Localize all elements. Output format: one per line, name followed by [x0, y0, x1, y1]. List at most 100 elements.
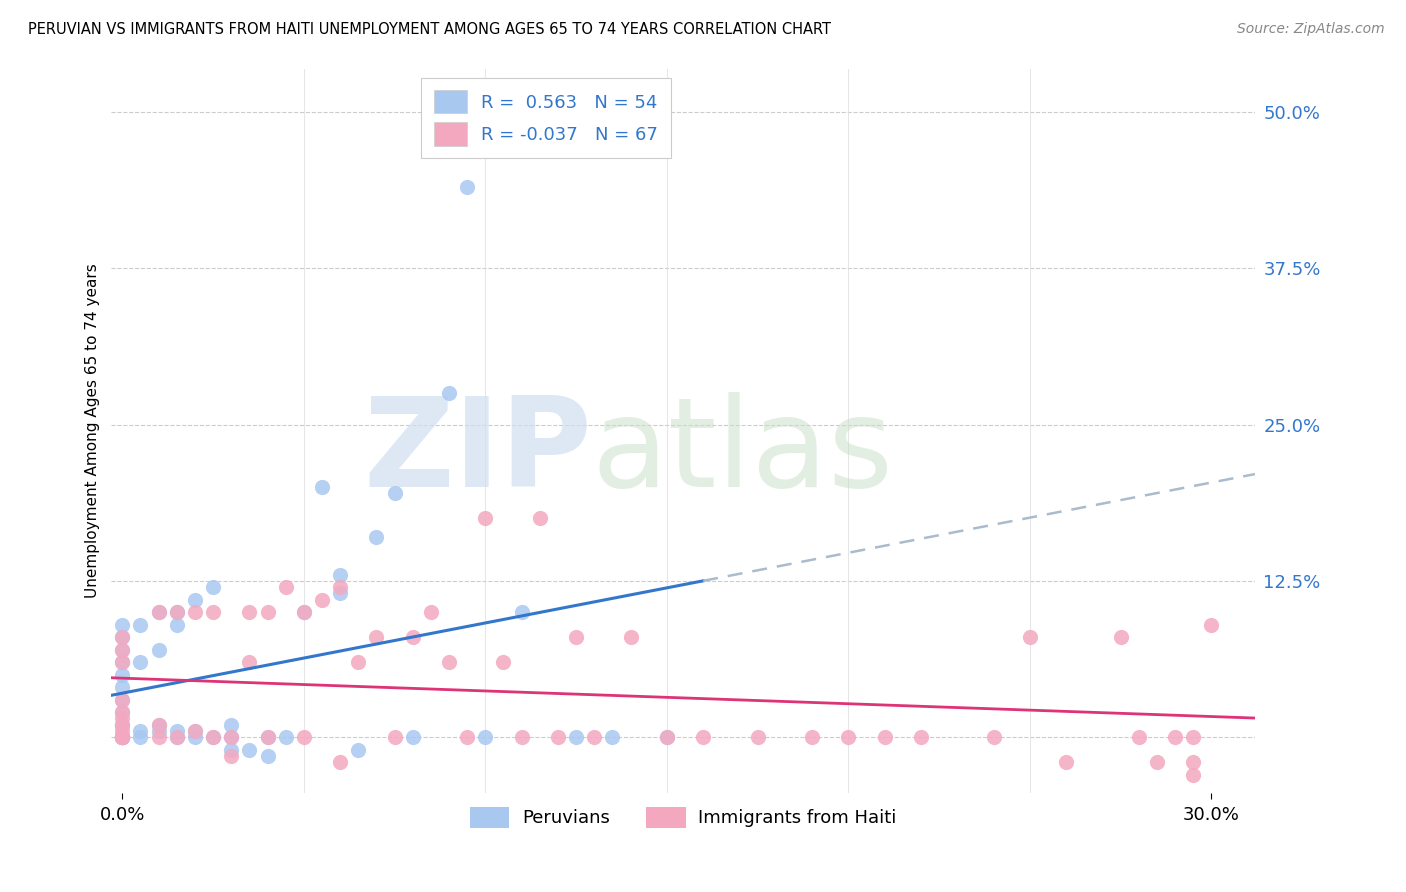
Point [437, 655, 460, 669]
Point [1109, 630, 1132, 644]
Point [184, 723, 207, 738]
Point [402, 730, 425, 744]
Point [583, 730, 606, 744]
Point [366, 630, 388, 644]
Point [111, 705, 134, 719]
Point [238, 655, 260, 669]
Point [983, 730, 1005, 744]
Point [238, 605, 260, 619]
Point [329, 580, 352, 594]
Point [402, 630, 425, 644]
Point [510, 730, 533, 744]
Point [111, 723, 134, 738]
Point [256, 730, 278, 744]
Point [292, 730, 315, 744]
Point [873, 730, 896, 744]
Point [184, 605, 207, 619]
Point [184, 592, 207, 607]
Point [238, 742, 260, 756]
Point [274, 730, 297, 744]
Point [111, 730, 134, 744]
Point [655, 730, 678, 744]
Point [148, 717, 170, 731]
Point [1182, 730, 1205, 744]
Point [274, 580, 297, 594]
Point [565, 730, 588, 744]
Point [184, 723, 207, 738]
Point [256, 748, 278, 763]
Point [419, 605, 441, 619]
Point [565, 630, 588, 644]
Point [148, 605, 170, 619]
Point [111, 730, 134, 744]
Point [111, 730, 134, 744]
Point [347, 655, 370, 669]
Point [111, 730, 134, 744]
Point [111, 730, 134, 744]
Point [111, 692, 134, 706]
Point [1182, 767, 1205, 781]
Point [366, 530, 388, 544]
Point [655, 730, 678, 744]
Text: PERUVIAN VS IMMIGRANTS FROM HAITI UNEMPLOYMENT AMONG AGES 65 TO 74 YEARS CORRELA: PERUVIAN VS IMMIGRANTS FROM HAITI UNEMPL… [28, 22, 831, 37]
Point [129, 617, 152, 632]
Point [837, 730, 859, 744]
Point [111, 717, 134, 731]
Point [456, 180, 478, 194]
Point [111, 730, 134, 744]
Point [474, 730, 496, 744]
Point [492, 655, 515, 669]
Point [801, 730, 824, 744]
Point [111, 630, 134, 644]
Point [329, 755, 352, 769]
Point [111, 705, 134, 719]
Point [456, 730, 478, 744]
Point [602, 730, 624, 744]
Point [311, 592, 333, 607]
Point [219, 730, 242, 744]
Point [111, 667, 134, 681]
Point [747, 730, 769, 744]
Point [111, 717, 134, 731]
Point [619, 630, 641, 644]
Point [111, 730, 134, 744]
Point [111, 730, 134, 744]
Point [219, 742, 242, 756]
Point [148, 717, 170, 731]
Point [292, 605, 315, 619]
Point [384, 730, 406, 744]
Point [166, 730, 188, 744]
Point [166, 605, 188, 619]
Point [111, 717, 134, 731]
Point [111, 630, 134, 644]
Point [111, 730, 134, 744]
Point [111, 680, 134, 694]
Point [166, 617, 188, 632]
Point [329, 567, 352, 582]
Point [129, 730, 152, 744]
Point [256, 730, 278, 744]
Point [692, 730, 714, 744]
Text: Source: ZipAtlas.com: Source: ZipAtlas.com [1237, 22, 1385, 37]
Point [148, 723, 170, 738]
Point [1054, 755, 1077, 769]
Point [292, 605, 315, 619]
Legend: Peruvians, Immigrants from Haiti: Peruvians, Immigrants from Haiti [463, 800, 904, 835]
Point [111, 642, 134, 657]
Point [329, 586, 352, 600]
Point [1182, 755, 1205, 769]
Point [219, 730, 242, 744]
Text: ZIP: ZIP [363, 392, 592, 513]
Point [311, 480, 333, 494]
Point [1164, 730, 1187, 744]
Point [129, 655, 152, 669]
Point [111, 617, 134, 632]
Point [910, 730, 932, 744]
Y-axis label: Unemployment Among Ages 65 to 74 years: Unemployment Among Ages 65 to 74 years [86, 263, 100, 599]
Point [202, 580, 225, 594]
Point [111, 692, 134, 706]
Point [510, 605, 533, 619]
Point [166, 723, 188, 738]
Point [111, 642, 134, 657]
Text: atlas: atlas [592, 392, 894, 513]
